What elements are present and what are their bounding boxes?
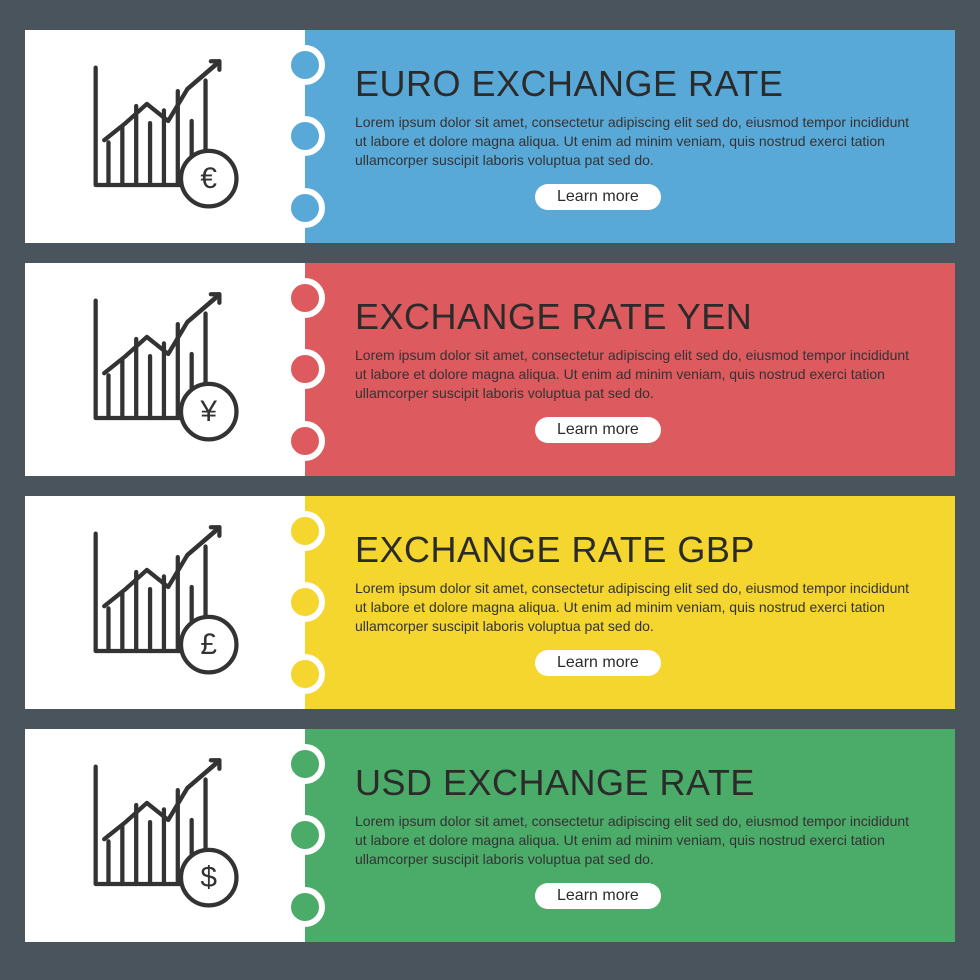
banner-description: Lorem ipsum dolor sit amet, consectetur …: [355, 579, 915, 636]
content-panel: EURO EXCHANGE RATE Lorem ipsum dolor sit…: [305, 30, 955, 243]
icon-panel: £: [25, 496, 305, 709]
banner-usd: $ USD EXCHANGE RATE Lorem ipsum dolor si…: [25, 729, 955, 942]
divider-dot: [285, 744, 325, 784]
svg-text:¥: ¥: [199, 395, 217, 428]
icon-panel: $: [25, 729, 305, 942]
divider-dot: [285, 421, 325, 461]
learn-more-button[interactable]: Learn more: [535, 184, 661, 210]
banner-title: EURO EXCHANGE RATE: [355, 63, 925, 105]
learn-more-button[interactable]: Learn more: [535, 650, 661, 676]
banner-title: USD EXCHANGE RATE: [355, 762, 925, 804]
usd-chart-icon: $: [85, 756, 245, 916]
divider-dot: [285, 116, 325, 156]
divider-dot: [285, 887, 325, 927]
banner-description: Lorem ipsum dolor sit amet, consectetur …: [355, 346, 915, 403]
divider-dot: [285, 45, 325, 85]
banner-euro: € EURO EXCHANGE RATE Lorem ipsum dolor s…: [25, 30, 955, 243]
svg-text:£: £: [200, 628, 217, 661]
divider-dot: [285, 582, 325, 622]
divider-dot: [285, 278, 325, 318]
banner-title: EXCHANGE RATE GBP: [355, 529, 925, 571]
learn-more-button[interactable]: Learn more: [535, 883, 661, 909]
banner-gbp: £ EXCHANGE RATE GBP Lorem ipsum dolor si…: [25, 496, 955, 709]
learn-more-button[interactable]: Learn more: [535, 417, 661, 443]
divider-dot: [285, 349, 325, 389]
banner-description: Lorem ipsum dolor sit amet, consectetur …: [355, 812, 915, 869]
content-panel: USD EXCHANGE RATE Lorem ipsum dolor sit …: [305, 729, 955, 942]
yen-chart-icon: ¥: [85, 290, 245, 450]
banner-yen: ¥ EXCHANGE RATE YEN Lorem ipsum dolor si…: [25, 263, 955, 476]
banner-title: EXCHANGE RATE YEN: [355, 296, 925, 338]
gbp-chart-icon: £: [85, 523, 245, 683]
divider-dot: [285, 511, 325, 551]
divider-dot: [285, 188, 325, 228]
divider-dot: [285, 815, 325, 855]
svg-text:$: $: [200, 861, 217, 894]
icon-panel: ¥: [25, 263, 305, 476]
content-panel: EXCHANGE RATE GBP Lorem ipsum dolor sit …: [305, 496, 955, 709]
divider-dot: [285, 654, 325, 694]
euro-chart-icon: €: [85, 57, 245, 217]
icon-panel: €: [25, 30, 305, 243]
banner-description: Lorem ipsum dolor sit amet, consectetur …: [355, 113, 915, 170]
svg-text:€: €: [200, 162, 217, 195]
content-panel: EXCHANGE RATE YEN Lorem ipsum dolor sit …: [305, 263, 955, 476]
